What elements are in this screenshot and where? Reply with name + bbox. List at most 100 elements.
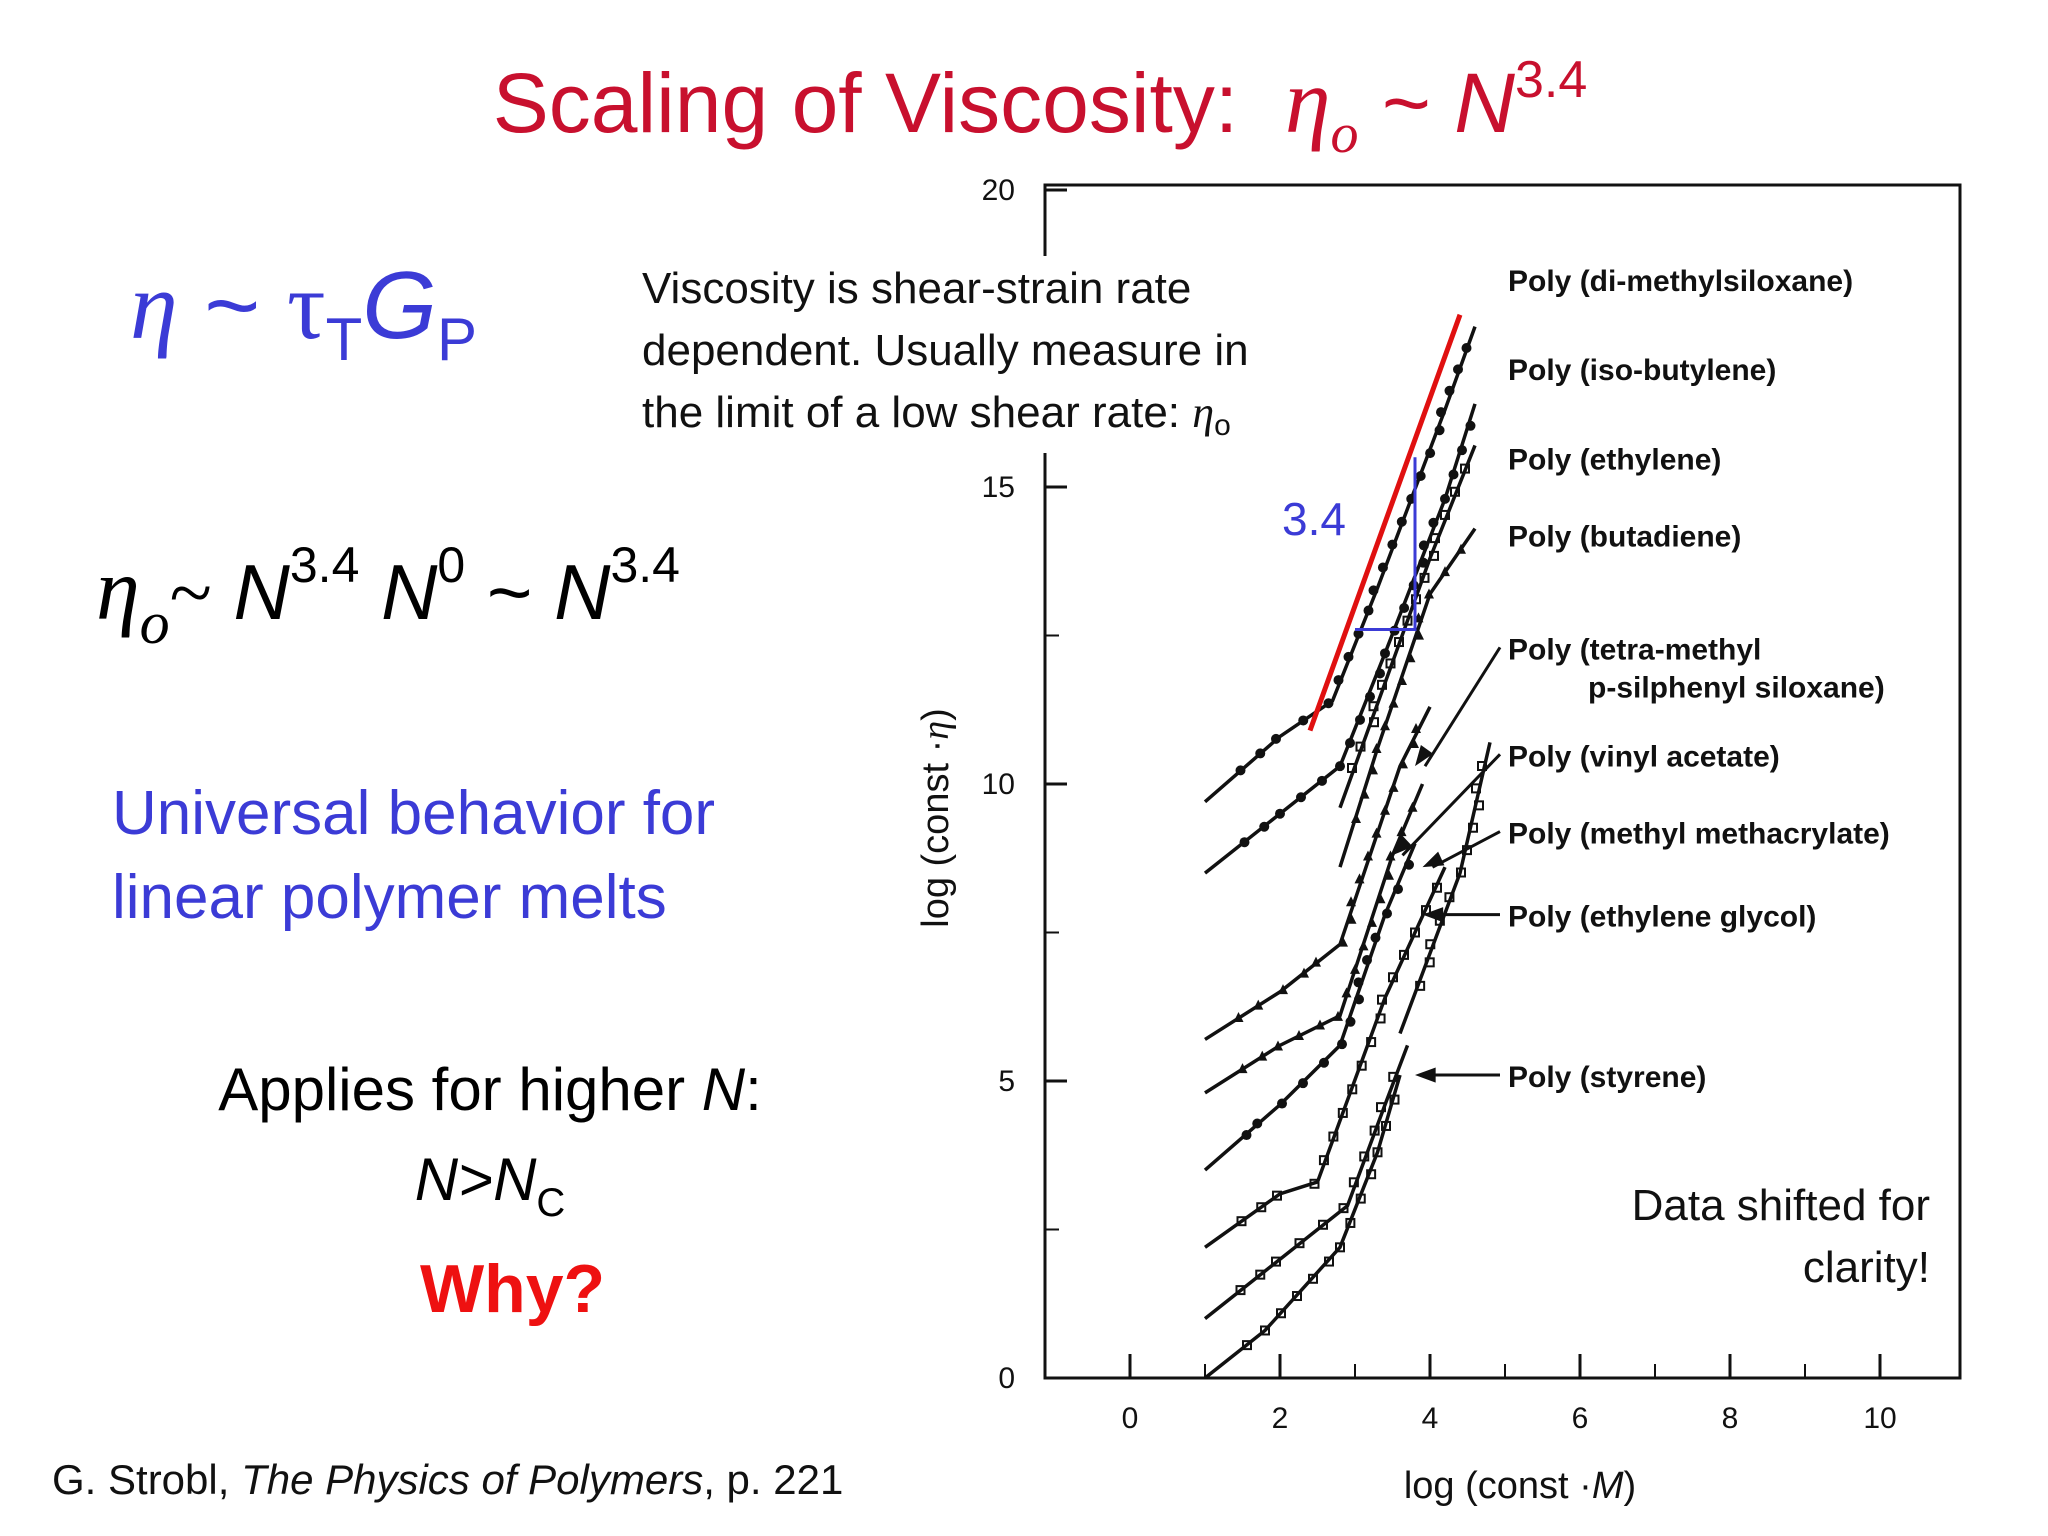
legend-arrow: [1431, 830, 1501, 869]
data-point: [1294, 1238, 1305, 1249]
data-point: [1353, 628, 1364, 639]
data-point: [1388, 697, 1399, 708]
data-point: [1440, 566, 1450, 577]
citation-page: , p. 221: [703, 1456, 844, 1503]
data-point: [1468, 822, 1478, 833]
data-point: [1430, 533, 1440, 544]
data-point: [1399, 602, 1410, 613]
legend-label: Poly (styrene): [1508, 1061, 1706, 1094]
data-point: [1398, 758, 1408, 769]
data-point: [1347, 1084, 1358, 1095]
data-point: [1366, 1037, 1377, 1048]
data-point: [1299, 967, 1309, 978]
title-n: N: [1454, 56, 1515, 150]
x-tick-label: 4: [1422, 1402, 1439, 1435]
applies-text: Applies for higher N: N>NC: [180, 1045, 800, 1232]
data-point: [1273, 1040, 1283, 1051]
data-point: [1444, 385, 1455, 396]
data-point: [1385, 658, 1396, 669]
data-point: [1343, 651, 1354, 662]
x-tick-label: 2: [1272, 1402, 1289, 1435]
y-tick-label: 0: [998, 1362, 1015, 1395]
note-line-2: dependent. Usually measure in: [642, 326, 1249, 375]
data-point: [1474, 800, 1484, 811]
data-point: [1407, 801, 1418, 812]
universal-line-1: Universal behavior for: [112, 779, 716, 848]
data-point: [1388, 781, 1399, 792]
applies-line-2: N>NC: [180, 1135, 800, 1232]
data-point: [1411, 722, 1421, 733]
data-point: [1252, 1118, 1263, 1129]
data-point: [1333, 675, 1344, 686]
legend-label: Poly (methyl methacrylate): [1508, 818, 1890, 851]
data-point: [1396, 826, 1407, 837]
data-point: [1371, 827, 1382, 838]
data-point: [1375, 668, 1385, 679]
applies-colon: :: [745, 1056, 762, 1123]
relation-tau: τ: [287, 252, 326, 359]
title-tilde: ~: [1381, 56, 1431, 150]
relation-g: G: [362, 252, 437, 359]
data-point: [1335, 1242, 1345, 1253]
data-point: [1338, 936, 1348, 947]
series-line: [1398, 742, 1492, 1035]
data-point: [1241, 1130, 1252, 1141]
data-point: [1255, 1269, 1266, 1280]
data-point: [1236, 1216, 1247, 1227]
data-point: [1461, 343, 1472, 354]
legend-label: Poly (vinyl acetate): [1508, 740, 1780, 773]
data-point: [1346, 913, 1357, 924]
data-point: [1424, 957, 1435, 968]
data-point: [1380, 720, 1390, 731]
legend-arrowhead: [1415, 744, 1434, 767]
data-point: [1367, 916, 1377, 927]
note-line-1: Viscosity is shear-strain rate: [642, 264, 1192, 313]
note-eta: η: [1192, 388, 1215, 437]
data-point: [1315, 1019, 1325, 1030]
scaling-exp-2: 0: [437, 537, 466, 593]
legend-arrowhead: [1415, 1067, 1436, 1083]
data-point: [1308, 1273, 1318, 1284]
data-point: [1444, 892, 1455, 903]
data-point: [1345, 738, 1355, 749]
data-point: [1377, 679, 1387, 690]
data-point: [1255, 748, 1266, 759]
data-point: [1368, 585, 1379, 596]
data-point: [1399, 949, 1409, 960]
title-exponent: 3.4: [1514, 51, 1588, 109]
data-point: [1387, 539, 1398, 550]
data-point: [1311, 956, 1321, 967]
data-point: [1359, 1151, 1370, 1162]
scaling-n-2: N: [381, 548, 438, 636]
data-point: [1319, 1057, 1329, 1068]
scaling-exp-1: 3.4: [289, 537, 360, 593]
data-point: [1453, 364, 1463, 375]
data-point: [1388, 1071, 1399, 1082]
data-point: [1355, 714, 1365, 725]
legend-arrow: [1423, 646, 1502, 767]
data-point: [1354, 873, 1365, 884]
data-point: [1429, 550, 1439, 561]
data-point: [1409, 737, 1419, 748]
y-tick-label: 10: [982, 768, 1015, 801]
x-tick-label: 8: [1722, 1402, 1739, 1435]
data-point: [1355, 1193, 1366, 1204]
data-point: [1428, 517, 1439, 528]
scaling-tilde-2: ~: [486, 548, 533, 636]
y-tick-label: 20: [982, 174, 1015, 207]
x-tick-label: 6: [1572, 1402, 1589, 1435]
universal-line-2: linear polymer melts: [112, 863, 667, 932]
data-point: [1323, 698, 1334, 709]
data-point: [1380, 648, 1390, 659]
data-point: [1440, 509, 1450, 520]
data-point: [1296, 792, 1306, 803]
data-point: [1394, 637, 1404, 648]
fit-line: [1307, 313, 1463, 732]
citation-book: The Physics of Polymers: [241, 1456, 704, 1503]
data-point: [1477, 761, 1487, 771]
data-point: [1419, 572, 1430, 583]
title-prefix: Scaling of Viscosity:: [492, 56, 1239, 150]
data-point: [1368, 764, 1378, 775]
data-point: [1257, 1050, 1268, 1061]
data-point: [1350, 963, 1360, 974]
